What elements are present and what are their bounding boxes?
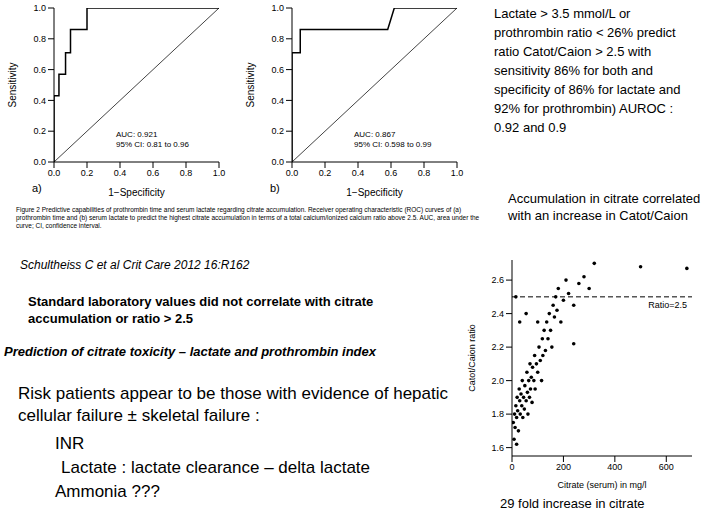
svg-text:1.0: 1.0 xyxy=(271,3,284,13)
html-text:29 fold increase in citrate: 29 fold increase in citrate xyxy=(500,496,645,511)
svg-text:0.0: 0.0 xyxy=(271,157,284,167)
svg-text:2.2: 2.2 xyxy=(491,342,504,352)
svg-text:1.0: 1.0 xyxy=(213,168,226,178)
svg-text:2.4: 2.4 xyxy=(491,309,504,319)
svg-text:2.0: 2.0 xyxy=(491,376,504,386)
html-text:Risk patients appear to be tho: Risk patients appear to be those with ev… xyxy=(18,384,448,425)
html-text:Figure 2 Predictive capabiliti: Figure 2 Predictive capabilities of prot… xyxy=(16,206,480,229)
svg-text:0.4: 0.4 xyxy=(271,96,284,106)
svg-text:Citrate (serum) in mg/l: Citrate (serum) in mg/l xyxy=(557,480,646,490)
svg-text:2.6: 2.6 xyxy=(491,275,504,285)
svg-text:1−Specificity: 1−Specificity xyxy=(108,187,164,198)
svg-text:0.4: 0.4 xyxy=(352,168,365,178)
svg-text:0.2: 0.2 xyxy=(271,126,284,136)
html-text:AUC: 0.867: AUC: 0.867 xyxy=(354,130,396,139)
html-text:AUC: 0.921: AUC: 0.921 xyxy=(116,130,158,139)
svg-text:200: 200 xyxy=(556,462,571,472)
svg-text:1.8: 1.8 xyxy=(491,409,504,419)
html-text:95% CI: 0.598 to 0.99: 95% CI: 0.598 to 0.99 xyxy=(354,140,432,149)
html-text:Lactate > 3.5 mmol/L or prothr: Lactate > 3.5 mmol/L or prothrombin rati… xyxy=(494,6,681,135)
svg-text:0.6: 0.6 xyxy=(271,65,284,75)
svg-text:0.2: 0.2 xyxy=(81,168,94,178)
html-text:b): b) xyxy=(270,182,280,194)
svg-text:0.6: 0.6 xyxy=(385,168,398,178)
html-text:Prediction of citrate toxicity: Prediction of citrate toxicity – lactate… xyxy=(4,344,376,359)
svg-text:0.2: 0.2 xyxy=(319,168,332,178)
svg-text:0.8: 0.8 xyxy=(180,168,193,178)
svg-text:1.6: 1.6 xyxy=(491,443,504,453)
svg-text:0.0: 0.0 xyxy=(33,157,46,167)
svg-text:Sensitivity: Sensitivity xyxy=(8,62,18,107)
svg-text:0.0: 0.0 xyxy=(286,168,299,178)
svg-text:400: 400 xyxy=(607,462,622,472)
html-text:95% CI: 0.81 to 0.96: 95% CI: 0.81 to 0.96 xyxy=(116,140,189,149)
svg-text:Sensitivity: Sensitivity xyxy=(245,62,256,107)
html-text:Accumulation in citrate correl: Accumulation in citrate correlated with … xyxy=(508,191,701,223)
svg-text:0.2: 0.2 xyxy=(33,126,46,136)
svg-text:0.4: 0.4 xyxy=(114,168,127,178)
svg-text:0.8: 0.8 xyxy=(271,34,284,44)
html-text:Lactate : lactate clearance –: Lactate : lactate clearance – delta lact… xyxy=(61,458,370,477)
svg-text:1.0: 1.0 xyxy=(451,168,464,178)
html-text:Ammonia ???: Ammonia ??? xyxy=(55,482,160,501)
html-text:Schultheiss C et al Crit Care: Schultheiss C et al Crit Care 2012 16:R1… xyxy=(20,258,250,272)
html-text:a): a) xyxy=(32,182,42,194)
svg-text:0.6: 0.6 xyxy=(147,168,160,178)
svg-text:0.6: 0.6 xyxy=(33,65,46,75)
svg-text:0.8: 0.8 xyxy=(418,168,431,178)
svg-text:0: 0 xyxy=(509,462,514,472)
svg-text:1.0: 1.0 xyxy=(33,3,46,13)
svg-text:Catot/Caion ratio: Catot/Caion ratio xyxy=(467,324,477,392)
html-text:Standard laboratory values did: Standard laboratory values did not corre… xyxy=(28,294,374,326)
svg-text:600: 600 xyxy=(659,462,674,472)
svg-text:0.4: 0.4 xyxy=(33,96,46,106)
svg-text:0.0: 0.0 xyxy=(48,168,61,178)
svg-text:Ratio=2.5: Ratio=2.5 xyxy=(648,300,687,310)
html-text:INR: INR xyxy=(55,434,85,453)
svg-text:1−Specificity: 1−Specificity xyxy=(346,187,402,198)
svg-text:0.8: 0.8 xyxy=(33,34,46,44)
